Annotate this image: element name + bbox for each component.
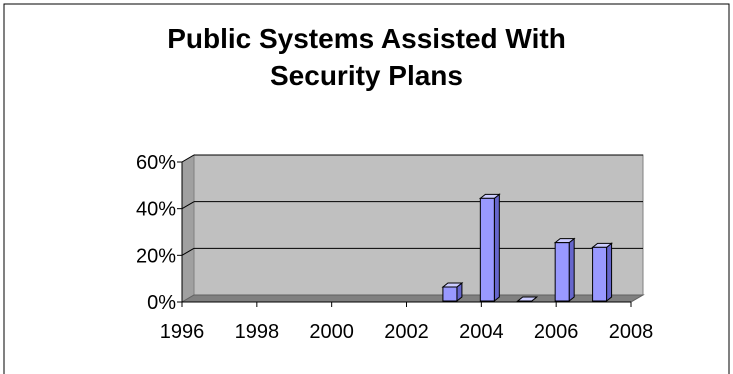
bar-side-2004 (493, 193, 500, 303)
x-tick-label-5: 2006 (534, 321, 579, 343)
bar-2007 (591, 242, 614, 303)
bar-2005 (516, 296, 539, 302)
y-tick-label-2: 40% (136, 199, 176, 221)
bar-side-2007 (606, 242, 613, 303)
y-tick-label-3: 60% (136, 152, 176, 174)
plot-side-wall (181, 154, 195, 303)
bar-front-2003 (442, 286, 458, 302)
bar-2004 (478, 193, 501, 303)
gridlines (181, 154, 643, 256)
chart-title-line-1: Public Systems Assisted With (167, 23, 566, 54)
x-axis-ticks: 1996 1998 2000 2002 2004 2006 2008 (160, 301, 654, 343)
bar-front-2007 (592, 246, 608, 302)
gridline-side-2 (181, 201, 195, 210)
bar-2003 (441, 281, 464, 303)
bar-front-2006 (554, 242, 570, 302)
x-tick-label-0: 1996 (160, 321, 205, 343)
x-tick-label-1: 1998 (235, 321, 280, 343)
chart-title-line-2: Security Plans (270, 60, 463, 91)
x-tick-label-3: 2002 (384, 321, 429, 343)
bar-front-2004 (479, 197, 495, 302)
chart-title: Public Systems Assisted With Security Pl… (0, 20, 733, 94)
bar-2006 (553, 237, 576, 303)
chart-border (3, 3, 730, 374)
x-tick-label-6: 2008 (609, 321, 654, 343)
bars (441, 193, 614, 303)
y-tick-label-1: 20% (136, 245, 176, 267)
x-tick-label-4: 2004 (459, 321, 504, 343)
plot-back-wall (193, 154, 644, 296)
gridline-side-3 (181, 154, 195, 163)
gridline-side-1 (181, 247, 195, 256)
x-tick-label-2: 2000 (309, 321, 354, 343)
bar-side-2006 (568, 237, 575, 303)
bar-top-2005 (516, 296, 539, 302)
y-tick-label-0: 0% (147, 292, 176, 314)
y-axis-ticks: 0% 20% 40% 60% (136, 152, 182, 314)
